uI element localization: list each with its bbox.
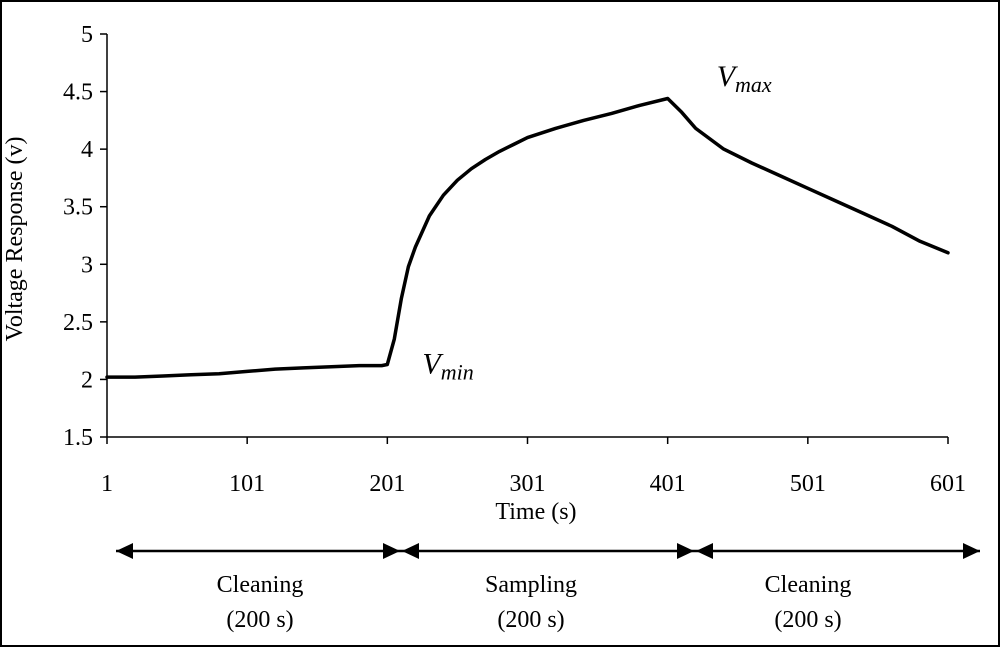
phase-duration: (200 s) bbox=[774, 607, 841, 633]
arrowhead-right bbox=[677, 543, 694, 559]
arrowhead-left bbox=[402, 543, 419, 559]
annotation-sub: max bbox=[735, 72, 772, 97]
arrowhead-right bbox=[383, 543, 400, 559]
phase-duration: (200 s) bbox=[497, 607, 564, 633]
y-tick-label: 2.5 bbox=[63, 310, 93, 336]
y-tick-label: 2 bbox=[81, 367, 93, 393]
phase-labels: Cleaning (200 s) Sampling (200 s) Cleaning (2… bbox=[217, 572, 852, 633]
x-axis-title: Time (s) bbox=[495, 499, 576, 525]
annotation-sub: min bbox=[441, 360, 474, 385]
y-tick-label: 1.5 bbox=[63, 425, 93, 451]
x-tick-label: 1 bbox=[101, 471, 113, 497]
y-tick-labels: 1.5 2 2.5 3 3.5 4 4.5 5 bbox=[63, 22, 93, 451]
x-tick-label: 101 bbox=[229, 471, 265, 497]
x-tick-label: 601 bbox=[930, 471, 966, 497]
arrowhead-right bbox=[963, 543, 980, 559]
y-tick-label: 3.5 bbox=[63, 195, 93, 221]
y-tick-label: 4 bbox=[81, 137, 93, 163]
phase-label: Cleaning bbox=[765, 572, 852, 598]
x-tick-labels: 1 101 201 301 401 501 601 bbox=[101, 471, 966, 497]
axes bbox=[100, 33, 949, 444]
phase-label: Cleaning bbox=[217, 572, 304, 598]
phase-duration: (200 s) bbox=[226, 607, 293, 633]
annotation-vmax: Vmax bbox=[717, 60, 772, 97]
y-tick-label: 4.5 bbox=[63, 80, 93, 106]
phase-label: Sampling bbox=[485, 572, 577, 598]
annotation-main: V bbox=[717, 60, 739, 93]
series-layer bbox=[105, 96, 950, 379]
series-line-0 bbox=[105, 96, 950, 379]
x-tick-label: 501 bbox=[790, 471, 826, 497]
y-tick-label: 5 bbox=[81, 22, 93, 48]
y-tick-label: 3 bbox=[81, 252, 93, 278]
x-tick-label: 401 bbox=[650, 471, 686, 497]
x-tick-label: 301 bbox=[510, 471, 546, 497]
arrowhead-left bbox=[696, 543, 713, 559]
x-tick-label: 201 bbox=[369, 471, 405, 497]
phase-arrows bbox=[116, 543, 980, 559]
annotation-vmin: Vmin bbox=[422, 348, 473, 385]
annotation-main: V bbox=[422, 348, 444, 381]
arrowhead-left bbox=[116, 543, 133, 559]
y-axis-title: Voltage Response (v) bbox=[2, 137, 28, 342]
